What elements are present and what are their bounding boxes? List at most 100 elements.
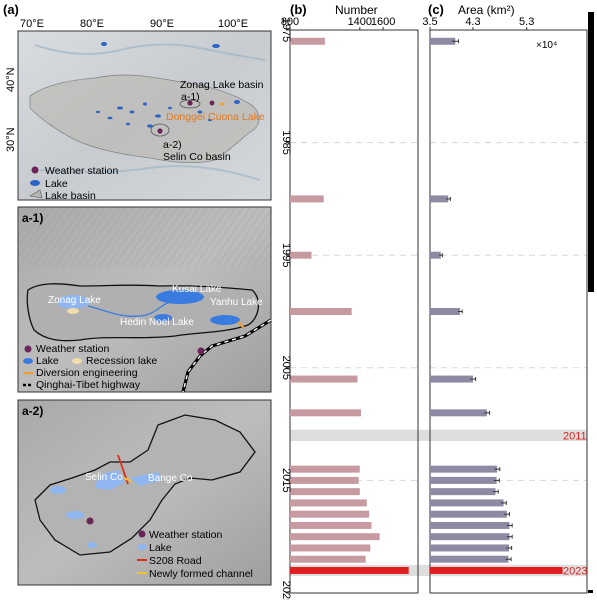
bar-b-2016 xyxy=(290,488,360,496)
bar-b-2021 xyxy=(290,544,371,552)
bar-c-2015 xyxy=(430,476,497,484)
bar-b-1990 xyxy=(290,195,324,203)
lon-tick-90: 90°E xyxy=(150,18,174,30)
a2-legend-station-icon xyxy=(138,530,146,538)
panel-a1: a-1) Zonag Lake Kusai Lake Yanhu Lake He… xyxy=(17,206,272,393)
label-hedin-lake: Hedin Noel Lake xyxy=(120,317,194,328)
bar-b-2017 xyxy=(290,499,367,507)
bar-c-1990 xyxy=(430,195,449,203)
a1-legend-station-text: Weather station xyxy=(36,343,110,355)
bar-b-2014 xyxy=(290,465,360,473)
a1-legend-lake-text: Lake xyxy=(36,355,59,367)
highlight-band-2011 xyxy=(430,429,587,441)
label-yanhu-lake: Yanhu Lake xyxy=(210,297,263,308)
panel-a-label: (a) xyxy=(3,2,19,17)
zonag-lake xyxy=(57,295,89,309)
weather-station-selin xyxy=(157,128,163,134)
lake-dots xyxy=(96,42,240,128)
legend-lake-text: Lake xyxy=(45,178,68,190)
bar-c-2000 xyxy=(430,308,461,315)
label-a1: a-1) xyxy=(181,91,200,103)
xtick-label-b-1600: 1600 xyxy=(371,16,395,28)
panel-a2: a-2) Selin Co Bange Co Weather station L… xyxy=(17,399,272,586)
zonag-recession xyxy=(67,308,79,314)
bar-c-2019 xyxy=(430,521,510,529)
bar-c-2022 xyxy=(430,555,509,563)
legend-station-text: Weather station xyxy=(45,165,119,177)
bar-c-2023 xyxy=(430,566,563,574)
a1-relief-texture xyxy=(18,207,271,267)
ytick-label-1985: 1985 xyxy=(280,130,292,154)
side-bar-large xyxy=(588,12,594,292)
a2-legend-station-text: Weather station xyxy=(149,529,223,541)
lat-tick-30: 30°N xyxy=(5,127,17,152)
river-south xyxy=(39,165,261,181)
legend-basin-icon xyxy=(29,189,43,199)
panel-b-label: (b) xyxy=(290,2,307,17)
bar-b-1995 xyxy=(290,251,312,259)
bar-c-2016 xyxy=(430,488,496,496)
bar-c-2020 xyxy=(430,533,510,541)
bar-c-2018 xyxy=(430,510,507,518)
lon-tick-70: 70°E xyxy=(20,18,44,30)
label-a2: a-2) xyxy=(163,139,182,151)
a2-legend-channel-text: Newly formed channel xyxy=(149,568,253,580)
small-lake-2 xyxy=(66,511,84,519)
a2-label: a-2) xyxy=(22,404,43,418)
area-bar-chart: 3.5 4.3 5.3 2011 2023 xyxy=(422,16,588,594)
bar-b-2022 xyxy=(290,555,366,563)
bar-c-2017 xyxy=(430,499,504,507)
panel-a: (a) 70°E 80°E 90°E 100°E 40°N 30°N Zonag… xyxy=(3,2,272,202)
bar-b-2015 xyxy=(290,476,359,484)
a1-legend-diversion-text: Diversion engineering xyxy=(36,367,138,379)
weather-station-zonag xyxy=(187,100,193,106)
selin-basin-outline xyxy=(150,123,170,137)
plateau-boundary xyxy=(29,74,260,163)
ytick-label-2005: 2005 xyxy=(280,356,292,380)
a1-legend-highway-text: Qinghai-Tibet highway xyxy=(36,379,141,391)
bar-b-2018 xyxy=(290,510,370,518)
bar-c-2014 xyxy=(430,465,498,473)
a1-legend-recession-icon xyxy=(72,358,82,364)
a1-legend-station-icon xyxy=(24,345,32,353)
ytick-label-1975: 1975 xyxy=(280,18,292,42)
kusai-lake xyxy=(156,290,204,304)
bange-co-lake xyxy=(130,472,162,486)
panel-b-title: Number xyxy=(335,3,378,17)
lon-tick-100: 100°E xyxy=(218,18,248,30)
bar-b-2000 xyxy=(290,308,352,315)
a1-legend-lake-icon xyxy=(23,358,33,364)
new-channel xyxy=(123,477,132,482)
bar-b-2020 xyxy=(290,533,380,541)
selin-co-lake xyxy=(95,470,125,490)
bar-b-2006 xyxy=(290,375,358,383)
xtick-label-b-1400: 1400 xyxy=(348,16,372,28)
weather-station-donggei xyxy=(209,100,215,106)
lon-tick-80: 80°E xyxy=(80,18,104,30)
label-selin-basin: Selin Co basin xyxy=(163,151,231,163)
small-lake-3 xyxy=(87,542,97,548)
ytick-label-2025: 2025 xyxy=(280,581,292,600)
river-a1 xyxy=(87,301,171,317)
legend-basin-text: Lake basin xyxy=(45,190,96,202)
legend-lake-icon xyxy=(30,180,40,186)
bar-c-1976 xyxy=(430,37,456,45)
bar-c-2006 xyxy=(430,375,473,383)
side-bar-small xyxy=(588,590,593,593)
label-donggei: Donggei Cuona Lake xyxy=(166,111,265,123)
xtick-label-c-5.3: 5.3 xyxy=(519,16,534,28)
xtick-label-c-4.3: 4.3 xyxy=(465,16,480,28)
bar-b-2023 xyxy=(290,566,409,574)
bar-c-2021 xyxy=(430,544,509,552)
area-multiplier: ×10⁴ xyxy=(536,40,557,51)
zonag-basin-outline xyxy=(179,99,201,109)
a2-legend-lake-icon xyxy=(137,544,147,550)
highway-white xyxy=(182,319,272,393)
xtick-label-b-800: 800 xyxy=(281,16,299,28)
panel-c-title: Area (km²) xyxy=(458,3,515,17)
diversion-line xyxy=(237,321,245,329)
a1-legend-recession-text: Recession lake xyxy=(86,355,157,367)
label-zonag-basin: Zonag Lake basin xyxy=(180,79,264,91)
